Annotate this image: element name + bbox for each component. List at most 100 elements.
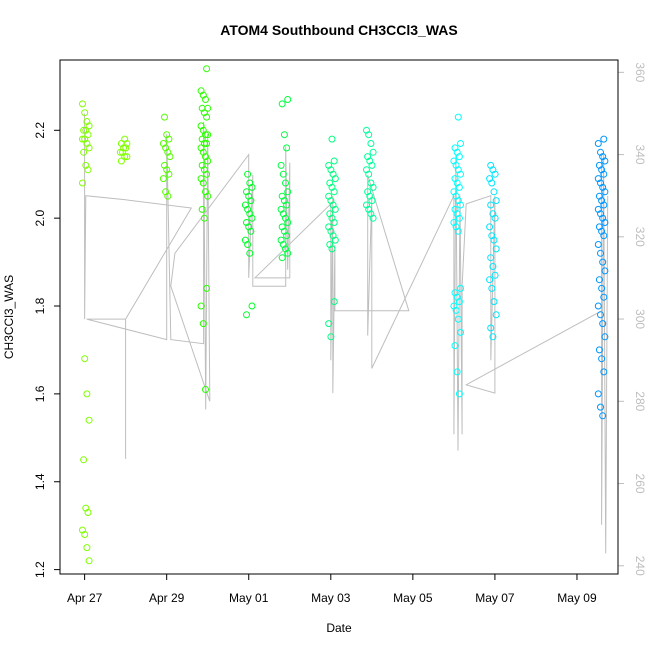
data-point [330,219,338,226]
data-point [85,122,93,130]
series-8 [450,113,464,398]
data-point [492,311,500,319]
data-point [454,197,462,205]
y-right-tick-label: 260 [633,474,647,494]
data-point [246,210,254,218]
data-point [327,227,335,235]
data-point [117,157,125,165]
series-7 [363,126,377,222]
series-0 [79,100,93,565]
data-point [79,135,86,143]
data-point [203,140,211,147]
data-point [450,302,458,310]
data-point [81,355,89,363]
data-point [278,192,286,200]
data-point [81,109,89,117]
data-point [453,179,461,187]
y-tick-label: 1.8 [33,297,47,314]
data-point [363,166,370,174]
data-point [83,390,91,398]
data-point [489,333,497,341]
data-point [599,320,607,328]
data-point [202,188,209,196]
data-point [82,504,90,512]
data-point [325,192,333,200]
data-point [365,170,373,178]
data-point [277,161,285,169]
data-point [599,153,607,161]
data-point [452,161,460,169]
data-point [202,96,209,103]
data-point [595,223,603,231]
y-right-tick-label: 360 [633,62,647,82]
data-point [162,188,170,196]
data-point [282,214,289,222]
data-point [365,131,373,139]
data-point [197,175,205,183]
data-point [82,161,90,169]
chart-title: ATOM4 Southbound CH3CCl3_WAS [220,22,457,38]
data-point [597,179,604,187]
axes-layer: Apr 27 Apr 29 May 01 May 03 May 05 May 07 May … [33,62,647,605]
data-point [454,113,462,121]
data-point [487,161,495,169]
data-point [329,232,337,240]
data-point [85,144,93,152]
data-point [329,170,337,178]
data-point [282,245,289,253]
data-point [600,170,608,178]
data-point [367,210,375,218]
data-point [241,236,249,244]
x-tick-label: May 05 [393,591,433,605]
data-point [203,113,211,121]
data-point [198,104,206,112]
data-point [83,544,91,552]
data-point [489,210,497,218]
data-point [203,284,211,292]
data-point [161,113,168,121]
data-point [243,219,250,226]
trace-line [84,113,609,554]
data-point [601,219,609,226]
data-point [165,135,173,143]
x-axis-label: Date [326,621,352,635]
data-point [84,166,92,174]
data-point [284,249,292,257]
data-point [198,161,206,169]
data-point [80,456,88,464]
data-point [79,179,86,187]
data-point [455,153,463,161]
data-point [200,166,208,174]
data-point [197,87,205,95]
data-point [283,144,291,152]
data-point [121,135,129,143]
data-point [486,223,494,231]
data-point [455,390,463,398]
data-point [601,188,609,196]
data-point [366,192,374,200]
data-point [119,148,126,156]
data-point [161,161,168,169]
data-point [598,227,606,235]
y-right-tick-label: 280 [633,391,647,411]
data-point [369,214,377,222]
data-point [367,179,375,187]
data-point [164,192,172,200]
data-point [600,135,608,143]
data-point [166,153,174,161]
data-point [489,166,497,174]
data-point [487,201,495,209]
points-layer [79,65,609,565]
x-tick-label: Apr 27 [67,591,103,605]
data-point [600,368,608,376]
data-point [597,311,604,319]
data-point [159,175,167,183]
y-tick-label: 2.0 [33,209,47,226]
data-point [363,201,370,209]
y-tick-label: 1.6 [33,385,47,402]
data-point [81,531,89,538]
data-point [363,126,370,134]
data-point [122,144,130,152]
y-axis-label: CH3CCl3_WAS [2,275,16,359]
data-point [204,157,212,165]
